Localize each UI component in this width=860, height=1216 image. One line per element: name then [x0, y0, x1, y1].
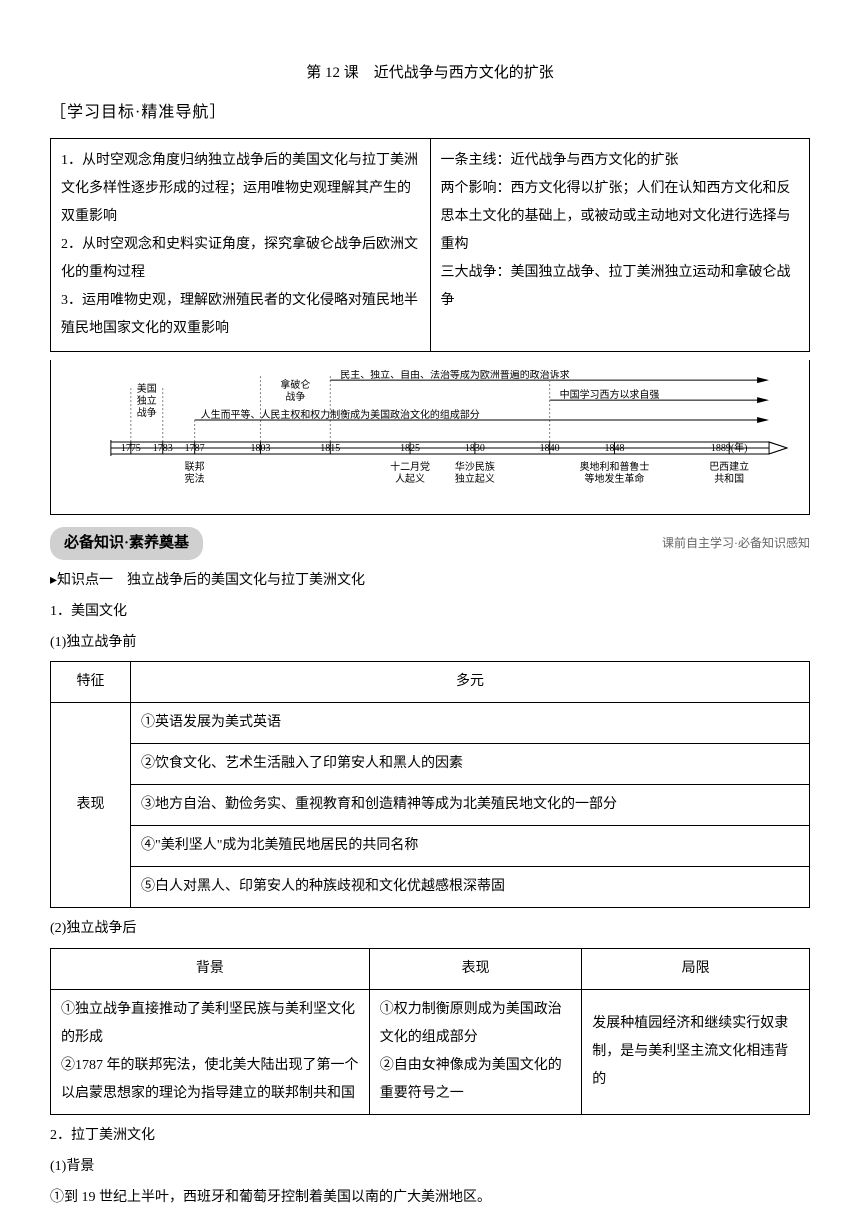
tl-box1-l3: 战争 [137, 406, 157, 419]
objectives-header: ［学习目标·精准导航］ [50, 99, 810, 128]
obj-right-1: 一条主线：近代战争与西方文化的扩张 [441, 147, 800, 175]
tick-5: 1825 [400, 443, 420, 454]
tick-9: 1889(年) [711, 441, 748, 454]
obj-right-2: 两个影响：西方文化得以扩张；人们在认知西方文化和反思本土文化的基础上，或被动或主… [441, 175, 800, 259]
tl-strip1: 民主、独立、自由、法治等成为欧洲普遍的政治诉求 [340, 370, 569, 381]
timeline-container: 美国 独立 战争 拿破仑 战争 民主、独立、自由、法治等成为欧洲普遍的政治诉求 … [50, 360, 810, 515]
timeline-svg: 美国 独立 战争 拿破仑 战争 民主、独立、自由、法治等成为欧洲普遍的政治诉求 … [71, 370, 789, 500]
obj-right-3: 三大战争：美国独立战争、拉丁美洲独立运动和拿破仑战争 [441, 259, 800, 315]
tick-2: 1787 [185, 443, 205, 454]
lesson-title: 第 12 课 近代战争与西方文化的扩张 [50, 60, 810, 87]
sub2-a: (1)背景 [50, 1154, 810, 1179]
sub1a: (1)独立战争前 [50, 630, 810, 655]
tb-cell-1: ②饮食文化、艺术生活融入了印第安人和黑人的因素 [131, 744, 810, 785]
tl-box2-l1: 拿破仑 [280, 378, 310, 391]
ta-h0: 背景 [51, 948, 370, 989]
objectives-right-cell: 一条主线：近代战争与西方文化的扩张 两个影响：西方文化得以扩张；人们在认知西方文… [430, 138, 810, 351]
tl-box1-l1: 美国 [137, 382, 157, 395]
ta-c1: ①独立战争直接推动了美利坚民族与美利坚文化的形成 ②1787 年的联邦宪法，使北… [51, 989, 370, 1114]
tl-strip2: 人生而平等、人民主权和权力制衡成为美国政治文化的组成部分 [201, 408, 480, 421]
bl-1-2: 人起义 [395, 473, 425, 485]
table-after-war: 背景 表现 局限 ①独立战争直接推动了美利坚民族与美利坚文化的形成 ②1787 … [50, 948, 810, 1115]
tb-cell-3: ④"美利坚人"成为北美殖民地居民的共同名称 [131, 826, 810, 867]
tick-7: 1840 [540, 443, 560, 454]
bl-0-1: 联邦 [185, 460, 205, 473]
knowledge-pill: 必备知识·素养奠基 [50, 527, 203, 560]
kp-title: ▸知识点一 独立战争后的美国文化与拉丁美洲文化 [50, 568, 810, 593]
tb-r2c1: 表现 [51, 703, 131, 908]
tb-h2: 多元 [131, 662, 810, 703]
sub1b: (2)独立战争后 [50, 916, 810, 941]
knowledge-right-note: 课前自主学习·必备知识感知 [662, 533, 810, 555]
tick-4: 1815 [320, 443, 340, 454]
table-before-war: 特征 多元 表现 ①英语发展为美式英语 ②饮食文化、艺术生活融入了印第安人和黑人… [50, 661, 810, 908]
ta-c3: 发展种植园经济和继续实行奴隶制，是与美利坚主流文化相违背的 [582, 989, 810, 1114]
bl-3-1: 奥地利和普鲁士 [580, 460, 650, 473]
ta-h1: 表现 [369, 948, 582, 989]
tb-cell-2: ③地方自治、勤俭务实、重视教育和创造精神等成为北美殖民地文化的一部分 [131, 785, 810, 826]
tl-box1-l2: 独立 [137, 394, 157, 407]
obj-left-1: 1．从时空观念角度归纳独立战争后的美国文化与拉丁美洲文化多样性逐步形成的过程；运… [61, 147, 420, 231]
obj-left-3: 3．运用唯物史观，理解欧洲殖民者的文化侵略对殖民地半殖民地国家文化的双重影响 [61, 287, 420, 343]
sub2-a1: ①到 19 世纪上半叶，西班牙和葡萄牙控制着美国以南的广大美洲地区。 [50, 1185, 810, 1210]
tick-1: 1783 [153, 443, 173, 454]
obj-left-2: 2．从时空观念和史料实证角度，探究拿破仑战争后欧洲文化的重构过程 [61, 231, 420, 287]
tb-cell-0: ①英语发展为美式英语 [131, 703, 810, 744]
ta-h2: 局限 [582, 948, 810, 989]
bl-3-2: 等地发生革命 [585, 472, 645, 485]
tick-0: 1775 [121, 443, 141, 454]
objectives-left-cell: 1．从时空观念角度归纳独立战争后的美国文化与拉丁美洲文化多样性逐步形成的过程；运… [51, 138, 431, 351]
sub1-title: 1．美国文化 [50, 599, 810, 624]
bl-0-2: 宪法 [185, 472, 205, 485]
bl-4-2: 共和国 [714, 473, 744, 485]
tb-h1: 特征 [51, 662, 131, 703]
tick-6: 1830 [465, 443, 485, 454]
bl-2-1: 华沙民族 [455, 460, 495, 473]
knowledge-header-row: 必备知识·素养奠基 课前自主学习·必备知识感知 [50, 527, 810, 560]
tl-box2-l2: 战争 [285, 390, 305, 403]
sub2-title: 2．拉丁美洲文化 [50, 1123, 810, 1148]
ta-c2: ①权力制衡原则成为美国政治文化的组成部分 ②自由女神像成为美国文化的重要符号之一 [369, 989, 582, 1114]
tb-cell-4: ⑤白人对黑人、印第安人的种族歧视和文化优越感根深蒂固 [131, 867, 810, 908]
tick-3: 1803 [251, 443, 271, 454]
bl-2-2: 独立起义 [455, 472, 495, 485]
tl-strip3: 中国学习西方以求自强 [560, 388, 660, 401]
tick-8: 1848 [605, 443, 625, 454]
bl-4-1: 巴西建立 [709, 460, 749, 473]
objectives-table: 1．从时空观念角度归纳独立战争后的美国文化与拉丁美洲文化多样性逐步形成的过程；运… [50, 138, 810, 352]
bl-1-1: 十二月党 [390, 460, 430, 473]
